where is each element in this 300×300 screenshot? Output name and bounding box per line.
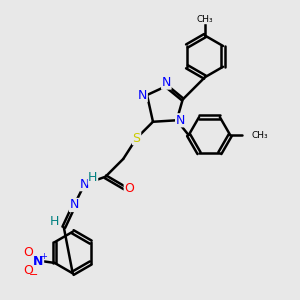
- Text: O: O: [23, 246, 33, 259]
- Text: N: N: [70, 199, 79, 212]
- Text: CH₃: CH₃: [251, 130, 268, 140]
- Text: N: N: [176, 114, 185, 127]
- Text: +: +: [40, 252, 47, 261]
- Text: N: N: [138, 88, 147, 101]
- Text: CH₃: CH₃: [197, 15, 213, 24]
- Text: N: N: [33, 255, 43, 268]
- Text: −: −: [29, 270, 39, 280]
- Text: H: H: [88, 171, 98, 184]
- Text: H: H: [50, 215, 60, 228]
- Text: N: N: [162, 76, 171, 89]
- Text: O: O: [124, 182, 134, 194]
- Text: O: O: [23, 264, 33, 277]
- Text: N: N: [80, 178, 89, 191]
- Text: S: S: [133, 132, 141, 145]
